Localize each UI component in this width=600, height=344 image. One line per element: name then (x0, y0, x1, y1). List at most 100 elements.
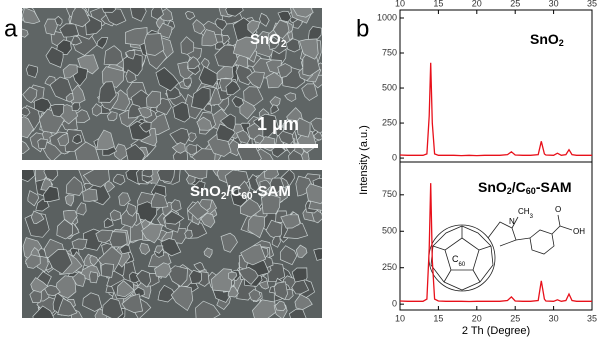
grain (157, 22, 173, 39)
grain (135, 269, 152, 288)
grain (259, 179, 272, 192)
grain (157, 284, 177, 303)
text-part: SnO (530, 31, 559, 47)
grain (292, 8, 314, 18)
grain (284, 92, 297, 102)
grain (112, 173, 126, 186)
grain (104, 180, 115, 192)
grain (22, 8, 41, 25)
grain (203, 247, 213, 259)
grain (184, 11, 196, 21)
grain (232, 36, 258, 59)
sample-label: SnO2/C60-SAM (478, 179, 572, 197)
grain (89, 254, 99, 267)
grain (137, 106, 153, 119)
grain (89, 271, 99, 284)
grain (95, 229, 114, 244)
grain (252, 299, 277, 318)
xrd-line (399, 183, 592, 303)
grain (261, 193, 281, 215)
plot-frame (399, 9, 593, 163)
grain (22, 140, 30, 154)
grain (139, 242, 151, 255)
grain (214, 18, 228, 31)
grain (45, 46, 64, 68)
atom-label: CH3 (518, 207, 534, 219)
grain (69, 8, 91, 28)
y-tick-label: 1000 (377, 12, 397, 22)
grain (62, 64, 78, 79)
grain (295, 117, 311, 138)
grain (182, 77, 192, 88)
text-part: SnO (478, 179, 507, 195)
scale-label: 1 μm (257, 114, 299, 134)
text-part: 60 (241, 191, 253, 202)
grain (164, 210, 185, 225)
text-part: SnO (190, 183, 221, 200)
grain (198, 65, 218, 87)
grain (271, 235, 281, 248)
grain (141, 170, 154, 178)
grain (106, 111, 118, 122)
molecule (428, 214, 573, 292)
grain (96, 36, 109, 49)
grain (43, 186, 60, 202)
grain (313, 248, 322, 261)
atom-label: O (555, 205, 561, 214)
grain (195, 300, 221, 318)
grain (22, 86, 38, 104)
grain (210, 268, 233, 293)
grain (125, 143, 146, 160)
text-part: 2 (507, 186, 512, 196)
grain (56, 219, 73, 240)
grain (171, 142, 186, 154)
grain (44, 18, 58, 36)
x-tick-label: 10 (395, 0, 405, 8)
x-tick-label: 10 (395, 313, 405, 323)
y-tick-label: 500 (382, 82, 397, 92)
grain (25, 64, 38, 79)
panel-label: b (356, 15, 369, 42)
atom-label: C60 (452, 254, 466, 267)
atom-label: OH (573, 227, 585, 236)
grain (101, 8, 117, 13)
grain (32, 305, 55, 318)
grain (24, 254, 41, 269)
grain (295, 244, 308, 259)
grain (277, 10, 292, 23)
grain (100, 263, 115, 278)
grain (225, 80, 241, 96)
grain (288, 149, 304, 160)
grain (254, 134, 265, 144)
grain (127, 103, 145, 119)
grain (305, 183, 322, 205)
grain (224, 170, 250, 192)
grain (103, 45, 123, 66)
grain (150, 192, 169, 208)
grain (49, 104, 65, 118)
grain (103, 217, 114, 228)
grain (291, 279, 310, 295)
xrd-line (399, 62, 592, 157)
sample-label: SnO2 (530, 31, 564, 49)
grain (283, 119, 298, 135)
grain (187, 56, 201, 69)
grain (169, 127, 190, 145)
grain (65, 93, 75, 103)
plot-frame (399, 161, 593, 311)
grain (274, 300, 287, 312)
grain (47, 249, 73, 275)
text-part: 2 (221, 191, 227, 202)
grain (201, 29, 219, 47)
grain (220, 232, 238, 253)
x-tick-label: 20 (472, 0, 482, 8)
grain (101, 297, 124, 318)
grain (280, 214, 301, 229)
grain (82, 292, 103, 312)
grain (219, 78, 235, 92)
grain (82, 170, 110, 188)
grain (273, 281, 288, 300)
grain (30, 210, 45, 224)
grain (72, 271, 86, 287)
